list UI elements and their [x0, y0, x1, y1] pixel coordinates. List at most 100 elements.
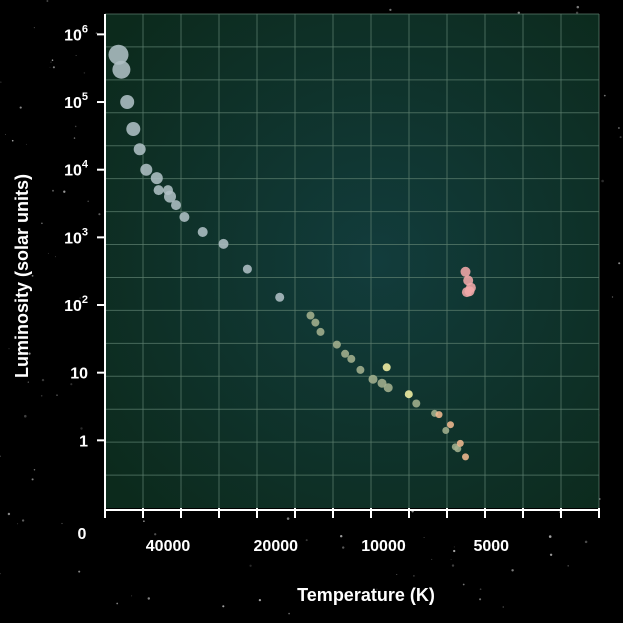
star-point	[316, 327, 325, 336]
star-point	[120, 95, 135, 109]
background-star	[73, 304, 75, 306]
x-tick-label: 20000	[254, 538, 299, 555]
background-star	[396, 574, 398, 575]
background-star	[494, 546, 496, 548]
star-point	[108, 44, 129, 65]
background-star	[73, 137, 76, 139]
y-tick-label: 1	[79, 433, 88, 450]
background-star	[286, 517, 290, 520]
background-star	[0, 455, 1, 458]
background-star	[0, 572, 1, 575]
background-star	[40, 395, 43, 397]
background-star	[33, 27, 35, 29]
star-point	[242, 264, 252, 274]
axes	[104, 14, 599, 511]
background-star	[19, 106, 22, 109]
star-point	[112, 60, 131, 79]
background-star	[601, 179, 604, 183]
star-point	[150, 172, 163, 185]
background-star	[47, 252, 49, 254]
background-star	[46, 0, 49, 2]
y-tick-label: 103	[64, 226, 88, 247]
background-star	[511, 569, 514, 572]
background-star	[502, 606, 504, 608]
star-point	[311, 318, 320, 327]
background-star	[25, 143, 28, 145]
background-star	[342, 546, 345, 549]
background-star	[54, 256, 56, 258]
star-point	[153, 185, 164, 196]
background-star	[617, 127, 620, 129]
background-star	[147, 597, 151, 600]
background-star	[584, 540, 588, 544]
star-point	[126, 122, 141, 136]
background-star	[0, 81, 2, 83]
background-star	[83, 72, 86, 74]
background-star	[24, 414, 27, 418]
background-star	[451, 564, 455, 567]
background-star	[450, 559, 452, 561]
star-point	[140, 163, 153, 176]
background-star	[33, 469, 36, 471]
star-point	[464, 286, 475, 297]
background-star	[95, 32, 98, 34]
background-star	[576, 5, 580, 9]
star-point	[435, 411, 443, 419]
background-star	[61, 522, 63, 525]
star-point	[197, 227, 208, 237]
background-star	[611, 296, 614, 298]
background-star	[98, 213, 101, 216]
star-point	[275, 292, 285, 302]
background-star	[618, 262, 621, 265]
data-points	[108, 44, 476, 461]
star-point	[356, 365, 365, 374]
star-point	[404, 390, 413, 399]
star-point	[133, 143, 146, 156]
background-star	[429, 601, 432, 605]
star-point	[347, 354, 356, 363]
background-star	[479, 588, 482, 591]
y-tick-label: 106	[64, 23, 88, 44]
background-star	[80, 427, 83, 430]
background-star	[603, 94, 606, 97]
background-star	[49, 66, 51, 68]
background-star	[548, 535, 552, 538]
background-star	[70, 106, 72, 108]
star-point	[218, 238, 229, 249]
star-point	[383, 383, 393, 393]
star-point	[377, 378, 387, 388]
star-point	[164, 190, 176, 203]
x-axis-title: Temperature (K)	[297, 585, 435, 605]
background-star	[361, 591, 363, 594]
star-point	[341, 349, 350, 358]
origin-label: 0	[78, 526, 87, 543]
background-star	[74, 125, 77, 128]
star-point	[179, 212, 190, 222]
background-star	[462, 583, 465, 586]
background-star	[154, 533, 157, 536]
background-star	[517, 11, 521, 15]
background-star	[75, 55, 77, 57]
background-star	[70, 383, 73, 386]
star-point	[332, 340, 341, 349]
plot-area	[105, 14, 599, 508]
background-star	[392, 542, 396, 545]
x-tick-label: 10000	[361, 538, 406, 555]
star-point	[171, 200, 181, 211]
background-star	[5, 133, 7, 135]
background-star	[453, 549, 456, 553]
background-star	[21, 519, 25, 522]
background-star	[52, 189, 54, 192]
background-star	[143, 520, 145, 522]
star-point	[412, 399, 421, 408]
background-star	[431, 558, 433, 560]
grid-lines	[105, 13, 600, 508]
x-tick-label: 40000	[146, 538, 191, 555]
background-star	[41, 222, 43, 225]
background-star	[52, 66, 55, 69]
star-point	[382, 363, 391, 372]
background-star	[339, 534, 343, 538]
background-star	[116, 602, 119, 605]
